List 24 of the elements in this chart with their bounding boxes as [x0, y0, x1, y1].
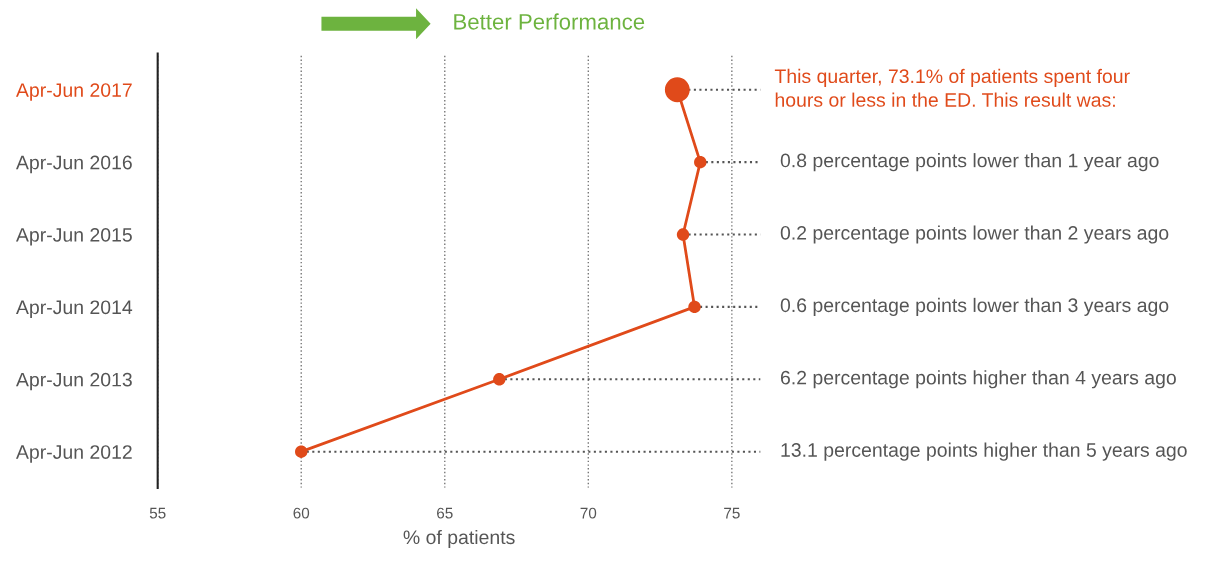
x-tick-label: 60 — [293, 507, 310, 519]
y-tick-label: Apr-Jun 2017 — [16, 83, 132, 101]
annotation: This quarter, 73.1% of patients spent four hours or less in the ED. This result was: — [774, 68, 1130, 107]
point — [295, 445, 308, 458]
point — [694, 155, 707, 169]
x-tick-label: 70 — [580, 507, 597, 519]
annotation: 0.2 percentage points lower than 2 years ago — [780, 225, 1169, 244]
text: Better Performance — [454, 13, 645, 30]
y-tick-label: Apr-Jun 2012 — [16, 445, 132, 463]
x-tick-label: 55 — [149, 507, 166, 519]
y-tick-label: Apr-Jun 2016 — [16, 155, 132, 174]
x-tick-label: 65 — [437, 507, 453, 519]
y-tick-label: Apr-Jun 2014 — [16, 300, 133, 318]
y-tick-label: Apr-Jun 2013 — [16, 372, 132, 391]
x-axis-title: % of patients — [403, 529, 515, 549]
annotation: 0.8 percentage points lower than 1 year ago — [780, 153, 1159, 172]
y-tick-label: Apr-Jun 2015 — [16, 228, 132, 246]
point — [688, 300, 701, 314]
annotation: 6.2 percentage points higher than 4 years ago — [780, 370, 1176, 389]
x-tick-label: 75 — [724, 507, 740, 519]
annotation: 13.1 percentage points higher than 5 years ago — [781, 442, 1187, 461]
point — [493, 373, 506, 386]
point — [676, 228, 690, 241]
annotation: 0.6 percentage points lower than 3 years ago — [780, 297, 1169, 316]
